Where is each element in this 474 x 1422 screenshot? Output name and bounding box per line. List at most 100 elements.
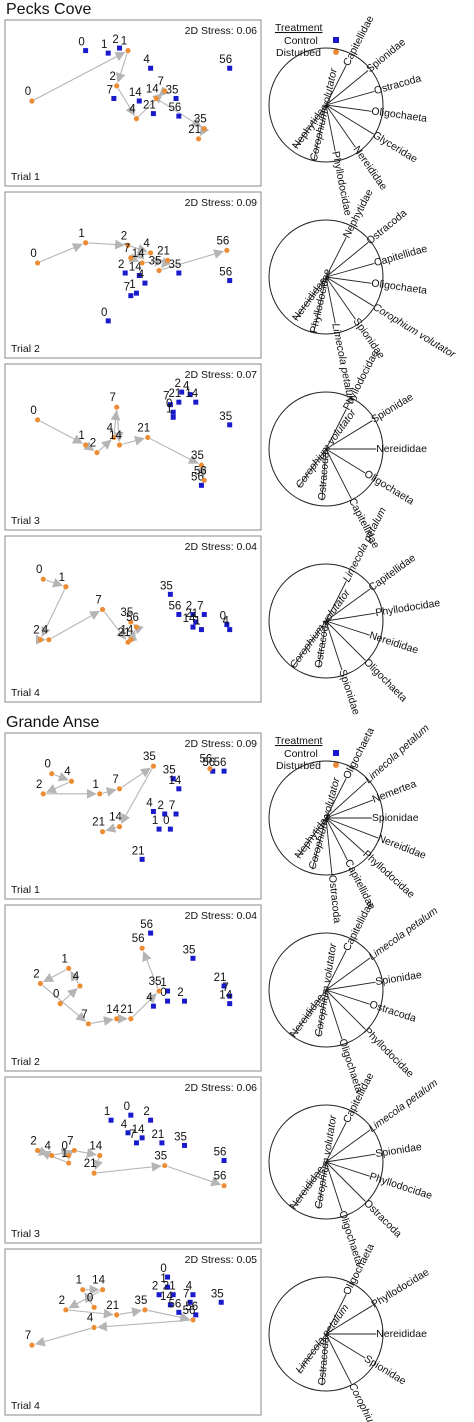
trajectory-arrow	[145, 256, 165, 267]
control-point	[176, 399, 182, 405]
species-vector	[325, 817, 333, 876]
disturbed-point-label: 7	[109, 392, 115, 404]
control-point	[170, 1292, 176, 1298]
disturbed-point	[49, 771, 55, 777]
species-vector	[325, 104, 336, 152]
species-vector	[325, 1129, 371, 1163]
disturbed-point	[29, 1342, 35, 1348]
trajectory-arrow	[132, 993, 157, 1018]
disturbed-point	[148, 250, 154, 256]
disturbed-point	[116, 786, 123, 792]
disturbed-point-label: 7	[95, 594, 101, 606]
species-vector-label: Ostracoda	[373, 72, 423, 97]
control-point	[156, 1292, 162, 1298]
disturbed-point	[164, 257, 171, 263]
trajectory-arrow	[42, 984, 87, 1022]
disturbed-point-label: 14	[106, 1004, 119, 1016]
disturbed-point-label: 2	[33, 968, 39, 980]
species-vector	[325, 420, 373, 450]
disturbed-point-label: 4	[64, 766, 71, 778]
disturbed-point-label: 0	[45, 759, 51, 771]
panel-frame	[4, 732, 262, 900]
control-point	[122, 270, 128, 276]
trajectory-arrow	[37, 1146, 49, 1156]
disturbed-point	[97, 1152, 103, 1159]
correlation-circle	[268, 563, 384, 679]
disturbed-point-label: 4	[87, 1312, 94, 1324]
control-point-label: 2	[174, 378, 180, 390]
control-point-label: 35	[183, 944, 196, 956]
trajectory-arrow	[197, 466, 207, 478]
disturbed-point	[133, 116, 140, 122]
control-point-label: 7	[163, 391, 169, 403]
disturbed-point	[114, 83, 120, 89]
control-point-label: 4	[143, 54, 150, 66]
species-vector	[325, 817, 365, 853]
control-point-label: 1	[194, 616, 200, 628]
species-vector-label: Capitellidae	[373, 243, 429, 269]
disturbed-point	[128, 619, 134, 625]
disturbed-point-label: 56	[126, 612, 139, 624]
disturbed-point-label: 2	[33, 625, 39, 637]
disturbed-point	[91, 1324, 97, 1331]
panel-frame	[4, 19, 262, 187]
control-point	[187, 392, 193, 398]
disturbed-point-label: 4	[129, 104, 136, 116]
control-point	[128, 293, 134, 299]
disturbed-point-label: 21	[106, 1300, 119, 1312]
disturbed-point-label: 2	[121, 230, 127, 242]
trajectory-arrow	[45, 781, 69, 794]
control-point	[150, 1003, 156, 1009]
trajectory-arrow	[45, 577, 63, 588]
disturbed-point-label: 2	[36, 779, 42, 791]
control-point	[136, 98, 142, 104]
disturbed-point-label: 4	[73, 971, 80, 983]
control-point	[108, 1117, 114, 1123]
disturbed-point-label: 56	[132, 933, 145, 945]
trajectory-arrow	[158, 86, 170, 97]
trajectory-arrow	[83, 441, 95, 451]
trajectory-arrow	[105, 823, 117, 833]
control-point-label: 4	[222, 616, 229, 628]
trajectory-arrow	[40, 243, 83, 263]
species-vector	[325, 104, 356, 148]
species-vector-label: Ostracoda	[326, 874, 343, 924]
disturbed-point-label: 2	[109, 71, 115, 83]
disturbed-point-label: 14	[109, 812, 122, 824]
legend-control-marker	[333, 37, 339, 43]
disturbed-point	[91, 1304, 97, 1310]
control-point-label: 1	[160, 1273, 166, 1285]
species-vector	[325, 242, 369, 278]
control-point	[210, 768, 216, 774]
trajectory-arrow	[142, 950, 159, 989]
disturbed-point	[145, 434, 151, 441]
stress-label: 2D Stress: 0.09	[185, 738, 258, 750]
site-title: Pecks Cove	[6, 1, 91, 18]
species-vector	[325, 1161, 370, 1177]
control-point	[227, 65, 233, 71]
disturbed-point	[153, 95, 159, 102]
trajectory-arrow	[97, 1319, 191, 1332]
species-vector	[325, 1305, 373, 1335]
control-point	[221, 768, 227, 774]
species-vector	[325, 989, 366, 1030]
control-point	[190, 955, 196, 961]
species-vector	[325, 612, 376, 622]
control-point-label: 0	[78, 37, 84, 49]
control-point-label: 14	[132, 1124, 145, 1136]
control-point-label: 56	[191, 471, 204, 483]
control-point	[176, 270, 182, 276]
control-point	[176, 1309, 182, 1315]
disturbed-point-label: 35	[135, 1295, 148, 1307]
species-vector-label: Spionidae	[369, 391, 415, 426]
species-vector	[325, 1161, 366, 1202]
disturbed-point-label: 4	[107, 422, 114, 434]
control-point-label: 7	[107, 84, 113, 96]
species-vector	[291, 620, 327, 668]
disturbed-point	[91, 1170, 97, 1176]
disturbed-point-label: 14	[89, 1140, 102, 1152]
control-point-label: 21	[168, 388, 181, 400]
species-vector-label: Nereididae	[376, 1328, 427, 1340]
control-point-label: 56	[168, 102, 181, 114]
